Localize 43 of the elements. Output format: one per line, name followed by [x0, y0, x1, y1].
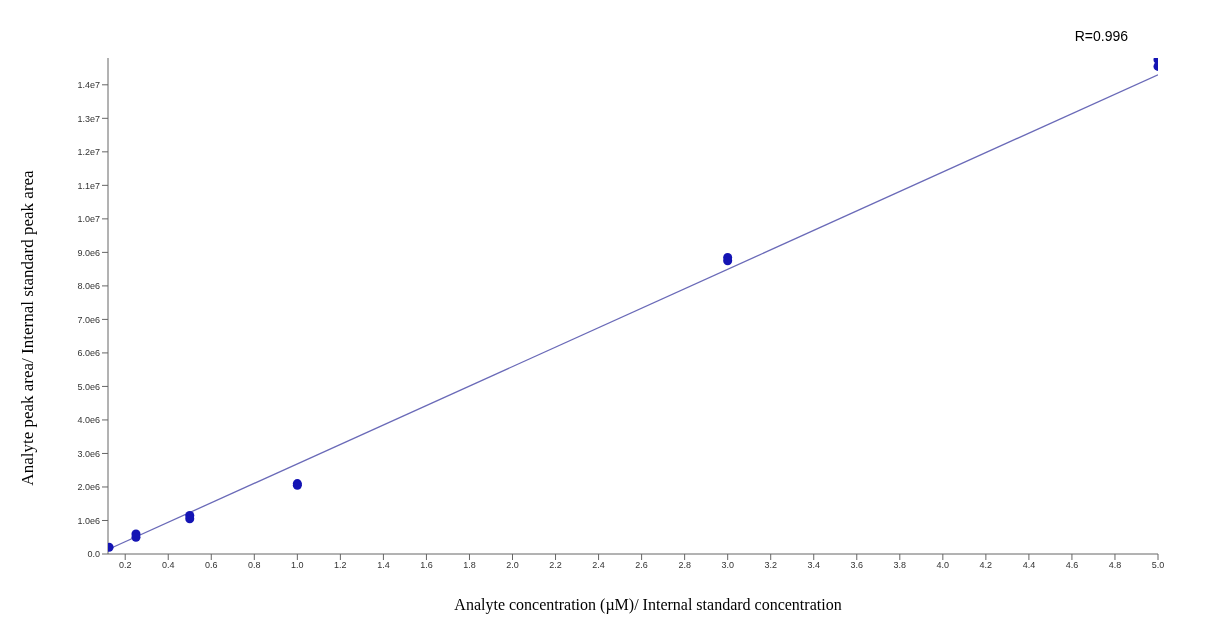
y-tick-label: 8.0e6 — [77, 281, 100, 292]
x-tick-label: 3.0 — [721, 560, 734, 571]
y-tick-label: 4.0e6 — [77, 415, 100, 426]
x-tick-label: 4.0 — [936, 560, 950, 571]
x-axis-title: Analyte concentration (µM)/ Internal standard concentration — [453, 596, 843, 614]
x-tick-label: 0.4 — [161, 560, 175, 571]
x-tick-label: 1.8 — [463, 560, 476, 571]
x-tick-label: 1.0 — [291, 560, 304, 571]
y-tick-label: 1.0e6 — [77, 515, 100, 526]
x-tick-label: 2.8 — [678, 560, 691, 571]
x-tick-label: 0.8 — [248, 560, 261, 571]
x-tick-label: 4.8 — [1108, 560, 1122, 571]
y-tick-label: 1.2e7 — [77, 147, 100, 158]
x-tick-label: 2.0 — [506, 560, 519, 571]
y-tick-label: 5.0e6 — [77, 381, 100, 392]
x-tick-label: 2.6 — [635, 560, 648, 571]
y-tick-label: 3.0e6 — [77, 448, 100, 459]
y-tick-label: 1.1e7 — [77, 180, 100, 191]
x-tick-label: 1.2 — [334, 560, 347, 571]
y-tick-label: 6.0e6 — [77, 348, 100, 359]
x-tick-label: 3.6 — [850, 560, 864, 571]
y-axis-title: Analyte peak area/ Internal standard peak area — [18, 170, 38, 486]
x-tick-label: 3.8 — [893, 560, 907, 571]
x-tick-label: 4.4 — [1022, 560, 1036, 571]
y-tick-label: 1.3e7 — [77, 113, 100, 124]
y-tick-label: 9.0e6 — [77, 247, 100, 258]
x-tick-label: 3.2 — [764, 560, 777, 571]
y-tick-label: 1.4e7 — [77, 80, 100, 91]
y-tick-label: 2.0e6 — [77, 482, 100, 493]
x-tick-label: 0.2 — [118, 560, 132, 571]
x-tick-label: 2.4 — [592, 560, 605, 571]
x-tick-label: 2.2 — [549, 560, 562, 571]
y-tick-label: 7.0e6 — [77, 314, 100, 325]
x-tick-label: 4.2 — [979, 560, 993, 571]
y-tick-label: 1.0e7 — [77, 214, 100, 225]
x-tick-label: 3.4 — [807, 560, 820, 571]
x-tick-label: 1.4 — [377, 560, 390, 571]
text: R=0.996 — [1074, 28, 1128, 44]
x-tick-label: 0.6 — [205, 560, 218, 571]
x-tick-label: 4.6 — [1065, 560, 1079, 571]
x-tick-label: 5.0 — [1151, 560, 1165, 571]
x-tick-label: 1.6 — [420, 560, 433, 571]
y-tick-label: 0.0 — [87, 549, 100, 560]
